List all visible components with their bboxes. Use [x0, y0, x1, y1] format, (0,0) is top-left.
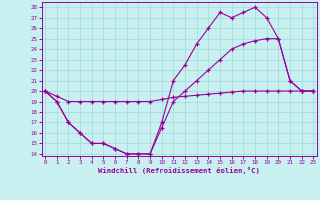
X-axis label: Windchill (Refroidissement éolien,°C): Windchill (Refroidissement éolien,°C) [98, 167, 260, 174]
